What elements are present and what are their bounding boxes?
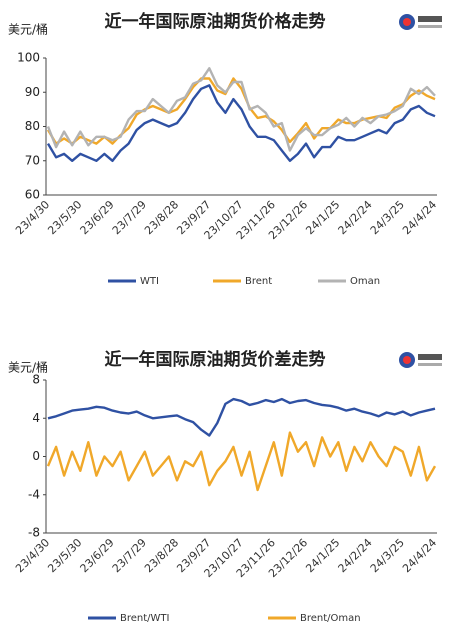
x-tick-label: 23/5/30 bbox=[45, 536, 84, 575]
y-tick-label: 90 bbox=[25, 85, 40, 99]
data-line bbox=[46, 77, 436, 145]
x-tick-label: 24/3/25 bbox=[368, 198, 407, 237]
x-tick-label: 23/6/29 bbox=[78, 198, 117, 237]
x-tick-label: 24/1/25 bbox=[303, 536, 342, 575]
data-line bbox=[46, 84, 436, 162]
y-tick-label: 4 bbox=[32, 411, 40, 425]
x-tick-label: 24/2/24 bbox=[336, 198, 375, 237]
logo bbox=[399, 14, 442, 30]
y-tick-label: 0 bbox=[32, 449, 40, 463]
x-tick-label: 24/2/24 bbox=[336, 536, 375, 575]
data-line bbox=[47, 397, 436, 437]
y-tick-label: 80 bbox=[25, 119, 40, 133]
y-tick-label: -8 bbox=[28, 526, 40, 540]
data-line bbox=[46, 67, 436, 152]
y-tick-label: 70 bbox=[25, 153, 40, 167]
legend-label: WTI bbox=[140, 276, 159, 287]
x-tick-label: 23/7/29 bbox=[110, 536, 149, 575]
legend-entry: Brent/Oman bbox=[268, 613, 361, 624]
x-tick-label: 23/5/30 bbox=[45, 198, 84, 237]
y-tick-label: 100 bbox=[17, 51, 40, 65]
x-tick-label: 23/4/30 bbox=[13, 198, 52, 237]
chart-title: 近一年国际原油期货价差走势 bbox=[105, 349, 326, 370]
y-axis-label: 美元/桶 bbox=[8, 360, 48, 375]
legend-label: Brent/Oman bbox=[300, 613, 361, 624]
x-tick-label: 23/8/28 bbox=[142, 198, 181, 237]
x-tick-label: 24/3/25 bbox=[368, 536, 407, 575]
y-tick-label: -4 bbox=[28, 487, 40, 501]
legend-label: Oman bbox=[350, 276, 380, 287]
legend-entry: WTI bbox=[108, 276, 159, 287]
legend-label: Brent bbox=[245, 276, 272, 287]
x-tick-label: 23/6/29 bbox=[78, 536, 117, 575]
x-tick-label: 24/4/24 bbox=[400, 536, 439, 575]
x-tick-label: 23/7/29 bbox=[110, 198, 149, 237]
x-tick-label: 23/8/28 bbox=[142, 536, 181, 575]
y-tick-label: 60 bbox=[25, 188, 40, 202]
chart-title: 近一年国际原油期货价格走势 bbox=[105, 11, 326, 32]
y-axis-label: 美元/桶 bbox=[8, 22, 48, 37]
legend-entry: Brent bbox=[213, 276, 272, 287]
legend-label: Brent/WTI bbox=[120, 613, 169, 624]
logo bbox=[399, 352, 442, 368]
x-tick-label: 23/4/30 bbox=[13, 536, 52, 575]
legend-entry: Oman bbox=[318, 276, 380, 287]
x-tick-label: 24/4/24 bbox=[400, 198, 439, 237]
x-tick-label: 24/1/25 bbox=[303, 198, 342, 237]
data-line bbox=[46, 431, 437, 492]
legend-entry: Brent/WTI bbox=[88, 613, 169, 624]
y-tick-label: 8 bbox=[32, 373, 40, 387]
